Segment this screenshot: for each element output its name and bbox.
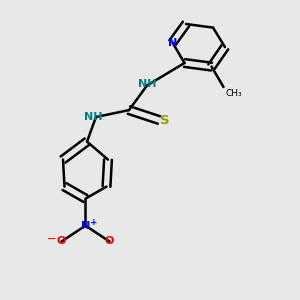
Text: N: N bbox=[81, 220, 90, 231]
Text: N: N bbox=[168, 38, 177, 48]
Text: NH: NH bbox=[84, 112, 103, 122]
Text: NH: NH bbox=[138, 79, 156, 89]
Text: −: − bbox=[47, 234, 56, 244]
Text: +: + bbox=[90, 218, 98, 227]
Text: S: S bbox=[160, 113, 169, 127]
Text: O: O bbox=[57, 236, 66, 247]
Text: CH₃: CH₃ bbox=[225, 88, 242, 98]
Text: O: O bbox=[105, 236, 114, 247]
